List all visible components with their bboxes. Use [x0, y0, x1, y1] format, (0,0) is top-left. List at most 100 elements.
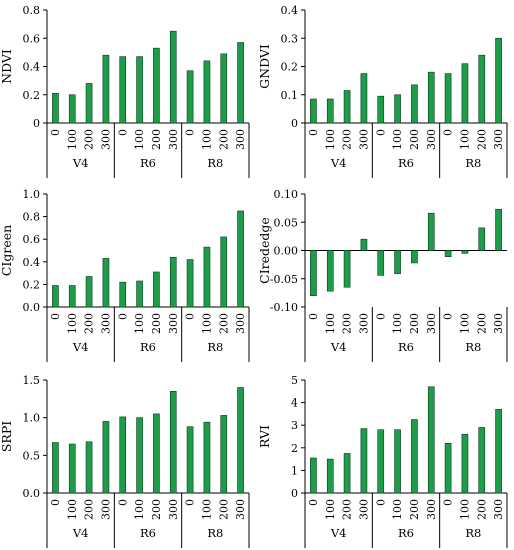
y-tick-label: 0.8: [23, 211, 41, 224]
category-label: 200: [408, 129, 421, 150]
category-label: 0: [184, 129, 197, 136]
bar-R6-0: [377, 250, 385, 276]
bar-R8-200: [478, 54, 486, 124]
bar-V4-0: [310, 98, 317, 124]
y-tick-label: 0.0: [23, 301, 41, 314]
y-tick-label: 2: [291, 442, 298, 455]
y-axis-label: NDVI: [0, 49, 14, 84]
bar-R6-100: [136, 280, 143, 308]
bar-R8-0: [186, 426, 194, 494]
category-label: 300: [99, 129, 112, 150]
bar-R6-300: [427, 71, 435, 124]
y-tick-label: 0.4: [281, 4, 299, 17]
bar-V4-300: [360, 73, 368, 124]
y-tick-label: 0.6: [23, 233, 41, 246]
y-tick-label: 1: [291, 464, 298, 477]
bar-R6-100: [394, 429, 401, 494]
bar-R8-100: [203, 60, 211, 124]
category-label: 200: [83, 499, 96, 520]
bar-R8-0: [186, 259, 194, 308]
y-tick-label: 0.00: [274, 245, 299, 258]
category-label: 200: [217, 129, 230, 150]
group-label: R8: [207, 340, 223, 354]
category-label: 200: [83, 129, 96, 150]
y-tick-label: -0.10: [270, 301, 298, 314]
y-axis-label: SRPI: [0, 421, 14, 452]
category-label: 0: [374, 499, 387, 506]
bar-R8-0: [444, 73, 452, 124]
category-label: 0: [307, 499, 320, 506]
y-tick-label: 3: [291, 419, 298, 432]
category-label: 0: [442, 499, 455, 506]
category-label: 0: [307, 129, 320, 136]
y-tick-label: 0.2: [281, 61, 299, 74]
category-label: 100: [324, 129, 337, 150]
category-label: 100: [458, 499, 471, 520]
group-label: V4: [72, 340, 89, 354]
category-label: 100: [133, 313, 146, 334]
category-label: 0: [49, 499, 62, 506]
category-label: 200: [217, 499, 230, 520]
category-label: 300: [167, 129, 180, 150]
bar-V4-200: [85, 276, 93, 308]
y-axis-label: RVI: [257, 425, 272, 448]
bar-V4-100: [68, 443, 76, 494]
category-label: 300: [425, 129, 438, 150]
category-label: 0: [442, 129, 455, 136]
bar-R8-100: [461, 250, 469, 254]
category-label: 0: [49, 313, 62, 320]
bar-R6-300: [169, 390, 177, 494]
bar-V4-100: [68, 94, 76, 124]
y-tick-label: 1.0: [23, 412, 41, 425]
category-label: 100: [133, 499, 146, 520]
category-label: 200: [475, 129, 488, 150]
bar-R8-200: [220, 53, 228, 124]
bar-R6-0: [119, 416, 127, 494]
category-label: 100: [200, 313, 213, 334]
y-tick-label: 0.4: [23, 256, 41, 269]
category-label: 100: [66, 129, 79, 150]
bar-R6-200: [153, 413, 160, 494]
bar-V4-300: [102, 54, 110, 124]
bar-R6-200: [411, 419, 418, 494]
category-label: 300: [492, 313, 505, 334]
category-label: 100: [66, 313, 79, 334]
category-label: 300: [234, 129, 247, 150]
category-label: 200: [408, 499, 421, 520]
bar-V4-100: [326, 98, 334, 124]
bar-V4-0: [310, 457, 317, 494]
category-label: 300: [357, 499, 370, 520]
bar-R6-300: [169, 30, 177, 124]
category-label: 300: [492, 129, 505, 150]
category-label: 200: [150, 499, 163, 520]
category-label: 300: [492, 499, 505, 520]
bar-R6-300: [427, 386, 435, 494]
group-label: R8: [207, 526, 223, 540]
bar-R8-200: [220, 415, 228, 494]
bar-V4-200: [85, 441, 93, 494]
group-label: V4: [72, 526, 89, 540]
category-label: 200: [217, 313, 230, 334]
y-tick-label: 0: [291, 117, 298, 130]
category-label: 300: [425, 313, 438, 334]
category-label: 0: [374, 129, 387, 136]
y-tick-label: 0: [291, 487, 298, 500]
y-axis-label: CIrededge: [257, 217, 272, 284]
bar-R6-0: [119, 281, 127, 308]
bar-R8-200: [478, 427, 486, 494]
bar-R8-200: [478, 227, 486, 251]
group-label: R6: [398, 526, 414, 540]
y-tick-label: 5: [291, 374, 298, 387]
category-label: 100: [391, 129, 404, 150]
category-label: 100: [391, 313, 404, 334]
category-label: 0: [49, 129, 62, 136]
group-label: R6: [140, 156, 156, 170]
group-label: V4: [330, 156, 347, 170]
y-tick-label: 1.5: [23, 374, 41, 387]
y-tick-label: -0.05: [270, 273, 298, 286]
bar-R8-300: [495, 208, 502, 251]
y-tick-label: 4: [291, 397, 298, 410]
